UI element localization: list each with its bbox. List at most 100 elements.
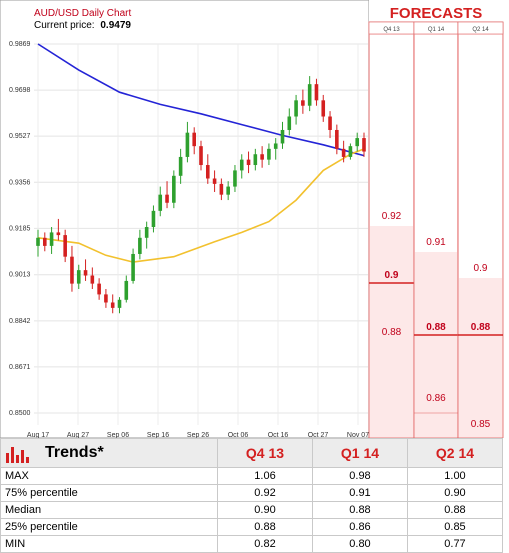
x-tick-label: Aug 17 <box>27 432 49 438</box>
y-tick-label: 0.9698 <box>9 87 31 94</box>
y-tick-label: 0.8500 <box>9 410 31 417</box>
candle-body <box>212 178 217 184</box>
forecast-blank-region <box>415 35 457 252</box>
trends-title: Trends* <box>45 444 104 462</box>
candle-body <box>314 84 319 101</box>
y-tick-label: 0.9013 <box>9 272 31 279</box>
forecast-upper-value: 0.9 <box>474 263 488 274</box>
candle-body <box>49 232 54 246</box>
candle-body <box>36 237 40 246</box>
x-tick-label: Oct 27 <box>308 432 329 438</box>
trends-header-row: Trends* Q4 13 Q1 14 Q2 14 <box>0 438 504 468</box>
candle-body <box>117 299 122 308</box>
candle-body <box>267 148 271 160</box>
candle-body <box>144 227 149 238</box>
y-tick-label: 0.9356 <box>9 179 31 186</box>
candle-body <box>362 138 366 152</box>
y-tick-label: 0.9185 <box>9 225 31 232</box>
candle-body <box>110 302 115 308</box>
candle-body <box>253 154 258 166</box>
candle-body <box>294 100 298 117</box>
cell-q2-14: 0.88 <box>406 501 504 519</box>
bar-chart-icon <box>6 447 29 463</box>
cell-q1-14: 0.91 <box>311 484 408 502</box>
y-tick-label: 0.9527 <box>9 133 31 140</box>
chart-title: AUD/USD Daily Chart <box>34 8 131 19</box>
cell-q4-13: 0.88 <box>217 518 313 536</box>
candle-body <box>199 146 203 166</box>
cell-q4-13: 0.90 <box>217 501 313 519</box>
cell-q1-14: 0.98 <box>311 467 408 485</box>
y-tick-label: 0.8842 <box>9 318 31 325</box>
aud-usd-chart: AUD/USD Daily Chart Current price: 0.947… <box>0 0 504 438</box>
x-tick-label: Oct 06 <box>228 432 249 438</box>
candle-body <box>172 175 176 203</box>
trends-table: Trends* Q4 13 Q1 14 Q2 14 MAX 1.06 0.98 … <box>0 438 504 553</box>
trends-col-q1-14: Q1 14 <box>311 438 408 468</box>
x-tick-label: Sep 26 <box>187 432 209 438</box>
forecast-column-header: Q1 14 <box>428 27 445 33</box>
row-label: MAX <box>0 467 218 485</box>
forecast-lower-value: 0.85 <box>471 419 491 430</box>
candle-body <box>178 156 183 176</box>
cell-q4-13: 0.92 <box>217 484 313 502</box>
candle-body <box>185 132 190 157</box>
forecast-upper-value: 0.92 <box>382 211 402 222</box>
candle-body <box>138 237 142 254</box>
forecast-title: FORECASTS <box>390 5 483 22</box>
candles <box>36 76 366 314</box>
forecast-columns: Q4 13 0.92 0.9 0.88 Q1 14 0.91 0.88 0.86 Q2 14 0.… <box>368 21 504 438</box>
row-label: 75% percentile <box>0 484 218 502</box>
row-label: 25% percentile <box>0 518 218 536</box>
candle-body <box>83 270 88 276</box>
candle-body <box>226 186 230 195</box>
trends-row-median: Median 0.90 0.88 0.88 <box>0 501 504 519</box>
x-tick-label: Aug 27 <box>67 432 89 438</box>
forecast-blank-region <box>459 35 502 278</box>
candle-body <box>205 165 210 179</box>
cell-q2-14: 0.77 <box>406 535 504 553</box>
candle-body <box>97 283 101 295</box>
trends-col-q2-14: Q2 14 <box>406 438 504 468</box>
row-label: Median <box>0 501 218 519</box>
row-label: MIN <box>0 535 218 553</box>
candle-body <box>260 154 264 160</box>
candle-body <box>273 143 278 149</box>
current-price-value: 0.9479 <box>100 20 131 31</box>
candle-body <box>90 275 95 284</box>
x-tick-label: Oct 16 <box>268 432 289 438</box>
cell-q1-14: 0.88 <box>311 501 408 519</box>
forecast-column-header: Q4 13 <box>383 27 400 33</box>
y-tick-label: 0.9869 <box>9 41 31 48</box>
candle-body <box>70 256 74 284</box>
candle-body <box>124 280 129 300</box>
candle-body <box>307 84 312 106</box>
current-price-label: Current price: <box>34 20 95 31</box>
candle-body <box>328 116 332 130</box>
cell-q1-14: 0.86 <box>311 518 408 536</box>
cell-q4-13: 1.06 <box>217 467 313 485</box>
cell-q2-14: 1.00 <box>406 467 504 485</box>
candle-body <box>287 116 292 130</box>
candle-body <box>335 129 339 149</box>
y-axis-ticks: 0.9869 0.9698 0.9527 0.9356 0.9185 0.9013 0.88… <box>9 41 31 417</box>
forecast-lower-value: 0.86 <box>426 393 446 404</box>
forecast-blank-region <box>370 35 413 226</box>
trends-row-max: MAX 1.06 0.98 1.00 <box>0 467 504 485</box>
candle-body <box>42 237 47 246</box>
x-axis-ticks: Aug 17 Aug 27 Sep 06 Sep 16 Sep 26 Oct 06 Oct … <box>27 432 369 438</box>
forecast-upper-value: 0.91 <box>426 237 446 248</box>
candle-body <box>341 148 346 157</box>
trends-row-75-percentile: 75% percentile 0.92 0.91 0.90 <box>0 484 504 502</box>
trends-col-q4-13: Q4 13 <box>217 438 313 468</box>
candle-body <box>158 194 163 211</box>
trends-row-min: MIN 0.82 0.80 0.77 <box>0 535 504 553</box>
current-price-line: Current price: 0.9479 <box>34 20 131 31</box>
trends-title-cell: Trends* <box>0 438 218 468</box>
cell-q4-13: 0.82 <box>217 535 313 553</box>
x-tick-label: Nov 07 <box>347 432 369 438</box>
candle-body <box>301 100 305 106</box>
candle-body <box>192 132 197 147</box>
candle-body <box>131 253 135 281</box>
forecast-highlight-value: 0.88 <box>426 322 446 333</box>
